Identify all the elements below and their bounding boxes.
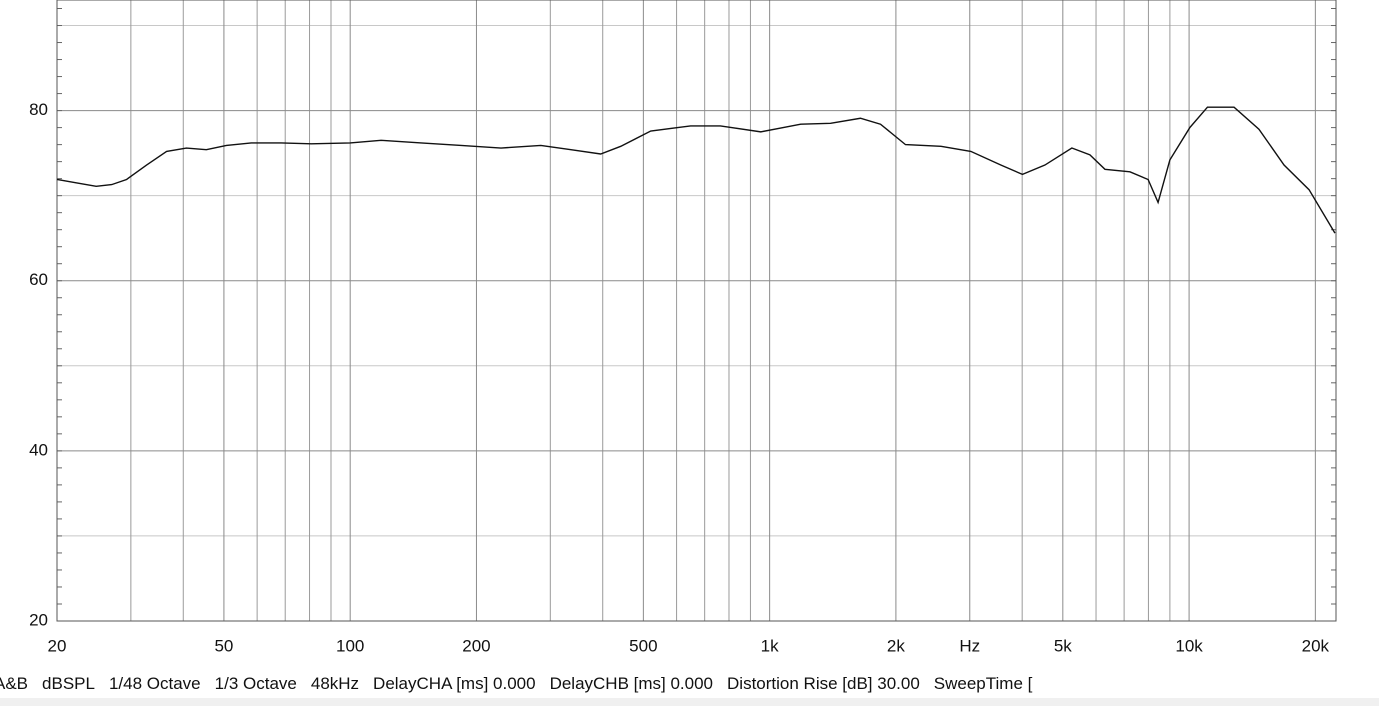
status-item: 1/3 Octave xyxy=(214,674,297,693)
x-tick-label: 100 xyxy=(336,636,364,655)
status-item: A&B xyxy=(0,674,29,693)
x-tick-label: 1k xyxy=(761,636,779,655)
status-item: 1/48 Octave xyxy=(108,674,201,693)
x-tick-label: 200 xyxy=(462,636,490,655)
y-tick-label: 20 xyxy=(29,610,48,629)
status-item: 48kHz xyxy=(310,674,360,693)
x-tick-label: 20k xyxy=(1302,636,1330,655)
x-tick-label: 500 xyxy=(629,636,657,655)
y-tick-label: 40 xyxy=(29,440,48,459)
status-item: DelayCHA [ms] 0.000 xyxy=(373,674,536,693)
status-strip xyxy=(0,698,1379,706)
status-bar: A&B dBSPL 1/48 Octave 1/3 Octave 48kHz DelayC… xyxy=(0,674,1046,694)
status-item: dBSPL xyxy=(42,674,95,693)
response-line xyxy=(56,106,1336,234)
x-tick-label: 2k xyxy=(887,636,905,655)
x-tick-label: 5k xyxy=(1054,636,1072,655)
x-tick-label: Hz xyxy=(959,636,980,655)
y-tick-label: 60 xyxy=(29,270,48,289)
status-item: SweepTime [ xyxy=(933,674,1033,693)
status-item: DelayCHB [ms] 0.000 xyxy=(549,674,714,693)
y-tick-label: 80 xyxy=(29,100,48,119)
status-item: Distortion Rise [dB] 30.00 xyxy=(727,674,920,693)
chart: 20 40 60 80 20 50 100 200 500 1k 2k Hz 5k 10k 20k xyxy=(29,0,1337,655)
plot-frame xyxy=(56,0,1337,622)
x-tick-label: 50 xyxy=(214,636,233,655)
x-tick-label: 20 xyxy=(48,636,67,655)
x-tick-label: 10k xyxy=(1175,636,1203,655)
